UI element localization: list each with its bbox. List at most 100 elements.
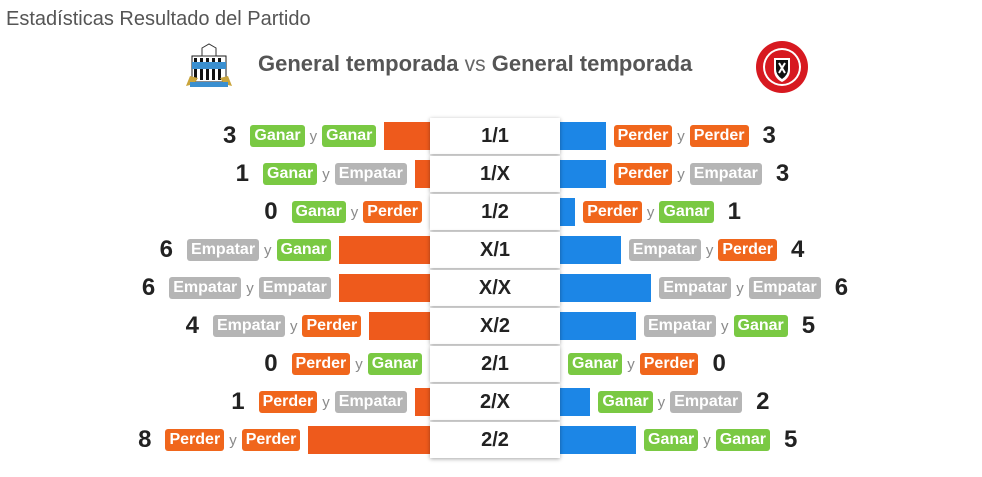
conjunction-label: y xyxy=(657,393,666,411)
conjunction-label: y xyxy=(703,431,711,449)
home-outcome-group: 4 Empatar y Perder xyxy=(0,307,362,345)
market-label: 2/2 xyxy=(430,422,560,458)
away-count: 3 xyxy=(762,122,776,149)
conjunction-label: y xyxy=(736,279,744,297)
result-row: 2/X 1 Perder y Empatar Ganar y Empatar 2 xyxy=(0,383,982,421)
home-outcome-group: 1 Ganar y Empatar xyxy=(0,155,407,193)
away-outcome-line: Ganar y Ganar 5 xyxy=(644,421,797,459)
home-count: 1 xyxy=(235,160,250,187)
away-result-ht-badge: Perder xyxy=(583,201,642,223)
home-outcome-group: 6 Empatar y Empatar xyxy=(0,269,331,307)
vs-label: vs xyxy=(464,53,486,76)
result-row: 1/2 0 Ganar y Perder Perder y Ganar 1 xyxy=(0,193,982,231)
away-outcome-line: Perder y Ganar 1 xyxy=(583,193,741,231)
away-result-ht-badge: Ganar xyxy=(644,429,699,451)
away-team-crest-icon xyxy=(756,41,808,93)
away-outcome-line: Ganar y Perder 0 xyxy=(568,345,726,383)
home-outcome-group: 0 Ganar y Perder xyxy=(0,193,422,231)
market-label: X/X xyxy=(430,270,560,306)
home-outcome-group: 3 Ganar y Ganar xyxy=(0,117,377,155)
home-outcome-line: 0 Perder y Ganar xyxy=(264,345,422,383)
home-count-bar xyxy=(308,426,430,454)
home-outcome-line: 4 Empatar y Perder xyxy=(186,307,362,345)
home-result-ht-badge: Empatar xyxy=(169,277,242,299)
away-outcome-line: Ganar y Empatar 2 xyxy=(598,383,770,421)
away-count-bar xyxy=(560,198,576,226)
home-result-ft-badge: Ganar xyxy=(322,125,377,147)
home-count: 3 xyxy=(223,122,237,149)
away-result-ft-badge: Ganar xyxy=(715,429,770,451)
away-result-ht-badge: Ganar xyxy=(568,353,623,375)
home-count-bar xyxy=(369,312,430,340)
home-count-bar xyxy=(414,388,430,416)
home-outcome-group: 6 Empatar y Ganar xyxy=(0,231,331,269)
away-result-ft-badge: Ganar xyxy=(659,201,714,223)
conjunction-label: y xyxy=(646,203,655,221)
market-label: 1/X xyxy=(430,156,560,192)
away-result-ht-badge: Empatar xyxy=(659,277,732,299)
conjunction-label: y xyxy=(721,317,729,335)
away-count: 1 xyxy=(727,198,741,225)
away-count-bar xyxy=(560,312,636,340)
away-result-ht-badge: Empatar xyxy=(628,239,701,261)
conjunction-label: y xyxy=(322,165,330,183)
home-result-ht-badge: Ganar xyxy=(263,163,318,185)
match-header: General temporada vs General temporada xyxy=(0,38,982,94)
result-row: X/1 6 Empatar y Ganar Empatar y Perder 4 xyxy=(0,231,982,269)
home-result-ft-badge: Ganar xyxy=(276,239,331,261)
away-count: 2 xyxy=(756,388,770,415)
conjunction-label: y xyxy=(350,203,359,221)
away-count: 5 xyxy=(801,312,816,339)
home-result-ht-badge: Perder xyxy=(165,429,225,451)
away-count: 5 xyxy=(784,426,798,453)
away-result-ht-badge: Ganar xyxy=(598,391,653,413)
result-row: 2/1 0 Perder y Ganar Ganar y Perder 0 xyxy=(0,345,982,383)
away-count: 6 xyxy=(834,274,849,301)
result-row: 1/1 3 Ganar y Ganar Perder y Perder 3 xyxy=(0,117,982,155)
away-count-bar xyxy=(560,426,636,454)
home-count: 0 xyxy=(264,350,278,377)
away-result-ft-badge: Perder xyxy=(639,353,699,375)
home-result-ht-badge: Ganar xyxy=(291,201,346,223)
away-outcome-line: Perder y Empatar 3 xyxy=(613,155,789,193)
conjunction-label: y xyxy=(264,241,272,259)
away-result-ht-badge: Perder xyxy=(613,125,673,147)
conjunction-label: y xyxy=(355,355,363,373)
home-count: 0 xyxy=(264,198,278,225)
conjunction-label: y xyxy=(289,317,298,335)
home-count: 1 xyxy=(231,388,245,415)
away-result-ft-badge: Empatar xyxy=(748,277,821,299)
away-scope-label: General temporada xyxy=(491,51,693,76)
home-outcome-line: 1 Ganar y Empatar xyxy=(236,155,407,193)
away-outcome-line: Empatar y Ganar 5 xyxy=(644,307,815,345)
away-result-ft-badge: Perder xyxy=(718,239,778,261)
conjunction-label: y xyxy=(677,127,685,145)
home-result-ft-badge: Empatar xyxy=(258,277,331,299)
home-result-ht-badge: Perder xyxy=(258,391,318,413)
conjunction-label: y xyxy=(309,127,318,145)
home-count-bar xyxy=(384,122,430,150)
home-result-ht-badge: Empatar xyxy=(212,315,285,337)
market-label: 2/X xyxy=(430,384,560,420)
home-count: 6 xyxy=(141,274,156,301)
home-count: 4 xyxy=(185,312,199,339)
home-outcome-group: 0 Perder y Ganar xyxy=(0,345,422,383)
home-count-bar xyxy=(338,236,430,264)
home-outcome-line: 0 Ganar y Perder xyxy=(264,193,422,231)
page-title: Estadísticas Resultado del Partido xyxy=(6,8,311,30)
conjunction-label: y xyxy=(246,279,254,297)
comparison-title: General temporada vs General temporada xyxy=(258,51,692,77)
home-outcome-line: 6 Empatar y Empatar xyxy=(142,269,331,307)
conjunction-label: y xyxy=(705,241,714,259)
home-outcome-line: 8 Perder y Perder xyxy=(138,421,301,459)
away-count-bar xyxy=(560,160,606,188)
home-result-ft-badge: Perder xyxy=(363,201,422,223)
away-result-ht-badge: Empatar xyxy=(644,315,717,337)
conjunction-label: y xyxy=(627,355,635,373)
result-row: 2/2 8 Perder y Perder Ganar y Ganar 5 xyxy=(0,421,982,459)
home-result-ft-badge: Perder xyxy=(302,315,362,337)
away-result-ft-badge: Perder xyxy=(689,125,749,147)
result-row: X/2 4 Empatar y Perder Empatar y Ganar 5 xyxy=(0,307,982,345)
home-count-bar xyxy=(414,160,430,188)
home-result-ft-badge: Empatar xyxy=(334,163,407,185)
